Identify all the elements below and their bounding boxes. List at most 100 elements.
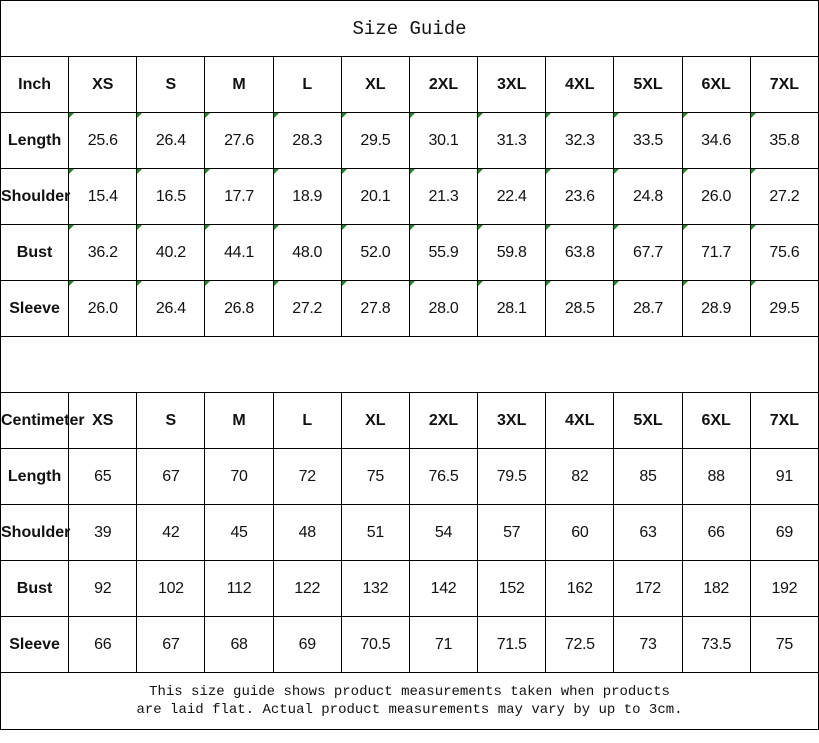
measurement-cell-text: 79.5	[496, 467, 527, 485]
measurement-cell-text: 82	[571, 467, 589, 485]
number-as-text-marker-icon	[69, 113, 75, 118]
number-as-text-marker-icon	[273, 281, 279, 286]
number-as-text-marker-icon	[273, 225, 279, 230]
footer-line-1: This size guide shows product measuremen…	[149, 684, 670, 700]
row-label-text: Length	[7, 131, 62, 149]
inch-header-row: Inch XS S M L XL 2XL 3XL 4XL 5XL 6XL 7XL	[0, 56, 819, 113]
measurement-cell: 27.2	[272, 280, 342, 337]
measurement-cell-text: 70	[230, 467, 248, 485]
measurement-cell: 48.0	[272, 224, 342, 281]
size-header-7xl: 7XL	[749, 392, 819, 449]
measurement-cell: 63.8	[545, 224, 615, 281]
measurement-cell: 33.5	[613, 112, 683, 169]
size-header-7xl: 7XL	[749, 56, 819, 113]
size-header-xl-text: XL	[365, 411, 386, 429]
measurement-cell: 21.3	[408, 168, 479, 225]
size-header-6xl-text: 6XL	[701, 411, 731, 429]
measurement-cell-text: 27.6	[224, 131, 255, 149]
measurement-cell-text: 28.7	[633, 299, 663, 317]
measurement-cell: 36.2	[68, 224, 138, 281]
number-as-text-marker-icon	[205, 225, 211, 230]
size-header-7xl-text: 7XL	[769, 411, 800, 429]
centimeter-unit-header: Centimeter	[0, 392, 85, 449]
measurement-cell: 34.6	[681, 112, 751, 169]
measurement-cell: 26.4	[136, 112, 206, 169]
size-header-7xl-text: 7XL	[769, 75, 800, 93]
number-as-text-marker-icon	[478, 169, 484, 174]
footer-note: This size guide shows product measuremen…	[0, 672, 819, 730]
measurement-cell-text: 39	[94, 523, 112, 541]
measurement-cell: 52.0	[340, 224, 410, 281]
table-title: Size Guide	[0, 0, 819, 57]
measurement-cell-text: 40.2	[155, 243, 186, 261]
size-header-l-text: L	[302, 411, 313, 429]
number-as-text-marker-icon	[137, 169, 143, 174]
measurement-cell-text: 28.1	[496, 299, 527, 317]
measurement-cell: 68	[204, 616, 274, 673]
table-row: Bust 92 102 112 122 132 142 152 162 172 182 192	[0, 560, 819, 617]
size-header-xl-text: XL	[365, 75, 386, 93]
measurement-cell: 17.7	[204, 168, 274, 225]
number-as-text-marker-icon	[614, 281, 620, 286]
measurement-cell-text: 22.4	[496, 187, 527, 205]
size-header-4xl: 4XL	[545, 56, 615, 113]
measurement-cell: 102	[136, 560, 206, 617]
row-label-text: Bust	[16, 243, 53, 261]
size-header-4xl: 4XL	[545, 392, 615, 449]
measurement-cell-text: 28.9	[701, 299, 732, 317]
number-as-text-marker-icon	[614, 113, 620, 118]
measurement-cell: 70	[204, 448, 274, 505]
measurement-cell-text: 63.8	[564, 243, 595, 261]
measurement-cell: 31.3	[477, 112, 547, 169]
measurement-cell-text: 20.1	[360, 187, 391, 205]
measurement-cell-text: 17.7	[224, 187, 255, 205]
size-header-6xl: 6XL	[681, 56, 751, 113]
measurement-cell-text: 30.1	[428, 131, 459, 149]
title-row: Size Guide	[0, 0, 819, 57]
row-label: Length	[0, 112, 70, 169]
measurement-cell: 75	[340, 448, 410, 505]
measurement-cell: 67	[136, 616, 206, 673]
measurement-cell: 59.8	[477, 224, 547, 281]
number-as-text-marker-icon	[750, 225, 756, 230]
inch-unit-header-text: Inch	[18, 75, 52, 93]
measurement-cell-text: 35.8	[769, 131, 800, 149]
measurement-cell: 70.5	[340, 616, 410, 673]
row-label-text: Sleeve	[9, 299, 60, 317]
size-header-5xl-text: 5XL	[633, 411, 663, 429]
measurement-cell: 142	[408, 560, 479, 617]
measurement-cell: 63	[613, 504, 683, 561]
footer-line-2: are laid flat. Actual product measuremen…	[136, 702, 683, 718]
measurement-cell-text: 69	[298, 635, 317, 653]
measurement-cell-text: 27.8	[360, 299, 391, 317]
measurement-cell: 39	[68, 504, 138, 561]
measurement-cell-text: 71.7	[701, 243, 732, 261]
measurement-cell: 28.7	[613, 280, 683, 337]
number-as-text-marker-icon	[478, 281, 484, 286]
row-label-text: Sleeve	[9, 635, 60, 653]
size-header-s: S	[136, 56, 206, 113]
measurement-cell-text: 73.5	[701, 635, 732, 653]
number-as-text-marker-icon	[409, 225, 415, 230]
measurement-cell-text: 71	[434, 635, 453, 653]
number-as-text-marker-icon	[341, 281, 347, 286]
measurement-cell-text: 88	[707, 467, 726, 485]
measurement-cell: 15.4	[68, 168, 138, 225]
measurement-cell-text: 57	[503, 523, 521, 541]
size-header-xs: XS	[68, 392, 138, 449]
measurement-cell: 162	[545, 560, 615, 617]
table-row: Sleeve 26.0 26.4 26.8 27.2 27.8 28.0 28.1 28.5 28…	[0, 280, 819, 337]
measurement-cell: 44.1	[204, 224, 274, 281]
row-label: Sleeve	[0, 280, 70, 337]
size-header-l: L	[272, 392, 342, 449]
measurement-cell: 29.5	[749, 280, 819, 337]
measurement-cell-text: 21.3	[428, 187, 459, 205]
size-header-s-text: S	[165, 411, 177, 429]
measurement-cell: 28.3	[272, 112, 342, 169]
measurement-cell-text: 172	[635, 579, 661, 597]
measurement-cell: 72.5	[545, 616, 615, 673]
measurement-cell: 30.1	[408, 112, 479, 169]
measurement-cell-text: 29.5	[360, 131, 391, 149]
number-as-text-marker-icon	[682, 225, 688, 230]
